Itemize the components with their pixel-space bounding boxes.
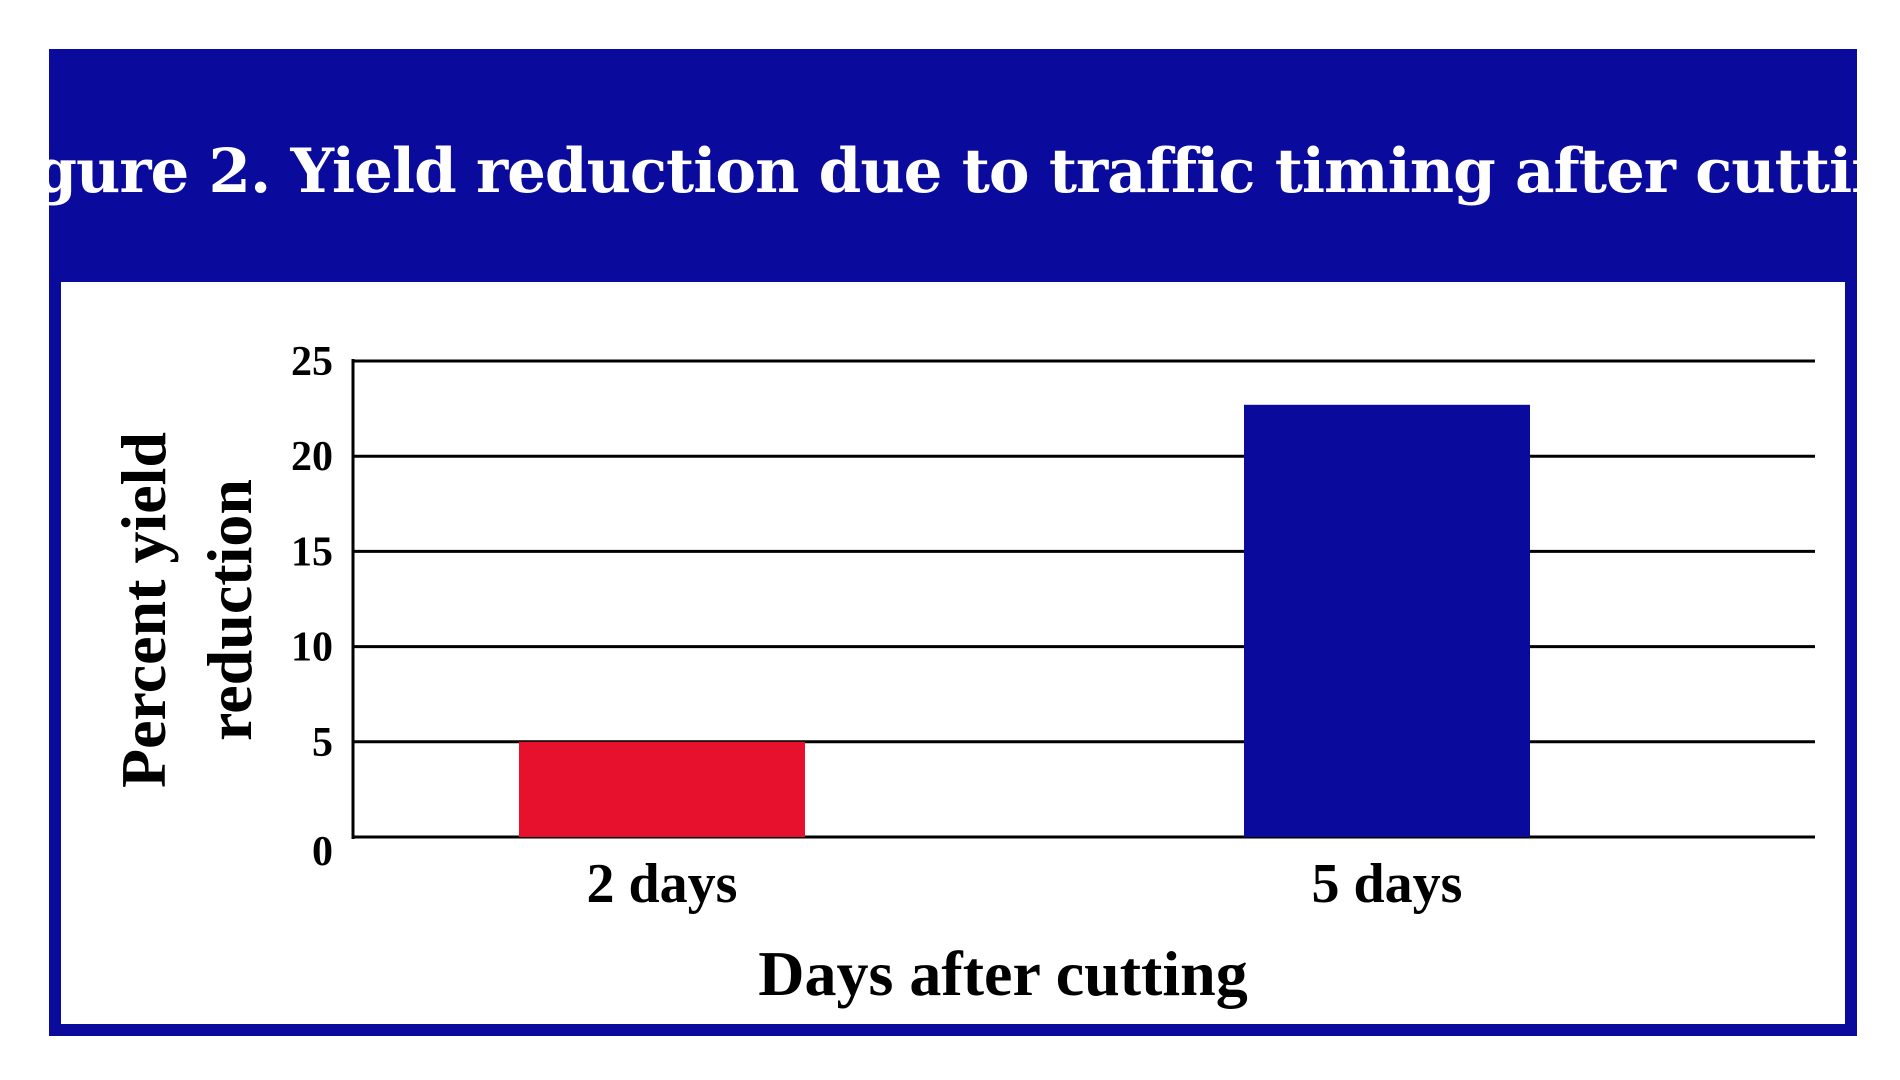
y-tick-label: 20 <box>291 434 333 480</box>
y-tick-label: 25 <box>291 339 333 385</box>
bar-1 <box>519 741 805 837</box>
gridlines <box>353 359 1815 839</box>
x-axis-title: Days after cutting <box>758 938 1247 1009</box>
category-label: 5 days <box>1312 853 1463 915</box>
bars <box>519 404 1530 837</box>
title-bar: Figure 2. Yield reduction due to traffic… <box>0 61 1900 282</box>
y-axis-title-line-1: Percent yield <box>108 432 179 788</box>
y-tick-label: 0 <box>312 829 333 875</box>
y-axis-title-line-2: reduction <box>194 479 265 741</box>
y-axis-title: Percent yield reduction <box>108 432 265 788</box>
y-tick-labels: 0 5 10 15 20 25 <box>291 339 333 875</box>
category-label: 2 days <box>587 853 738 915</box>
bar-2 <box>1244 404 1530 837</box>
y-tick-label: 5 <box>312 720 333 766</box>
chart-title: Figure 2. Yield reduction due to traffic… <box>0 136 1900 207</box>
y-tick-label: 15 <box>291 529 333 575</box>
category-labels: 2 days 5 days <box>587 853 1463 915</box>
figure-frame: Figure 2. Yield reduction due to traffic… <box>0 49 1900 1036</box>
y-tick-label: 10 <box>291 625 333 671</box>
